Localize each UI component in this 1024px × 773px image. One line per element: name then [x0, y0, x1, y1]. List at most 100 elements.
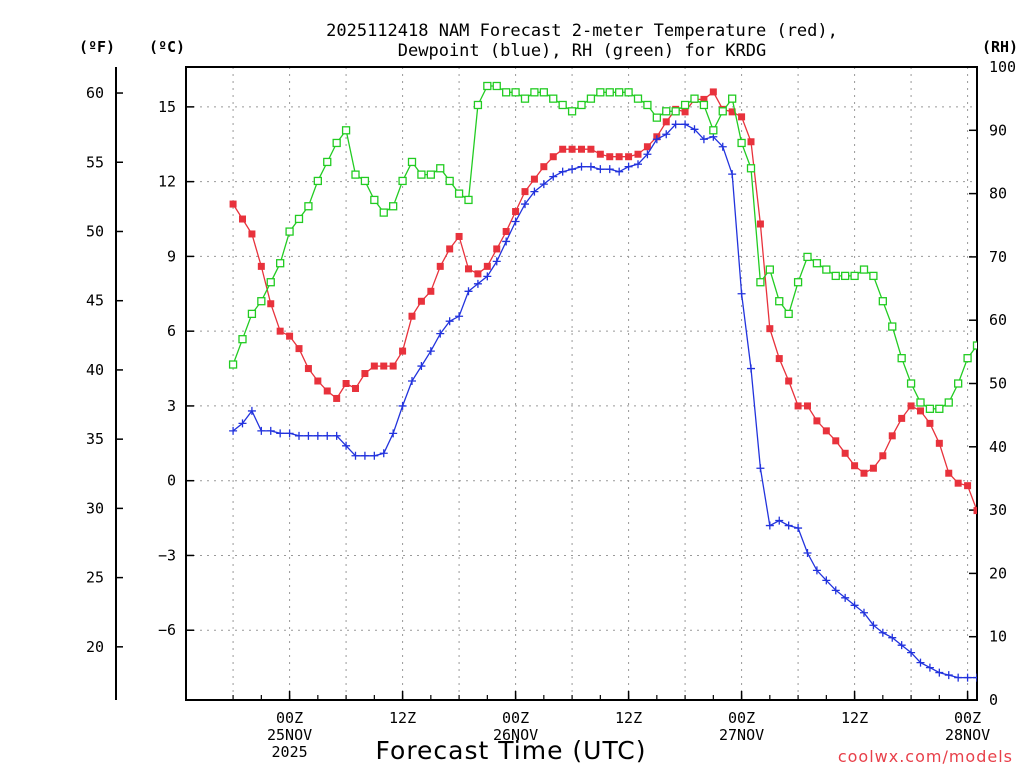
source-watermark: coolwx.com/models	[838, 747, 1013, 766]
dewpoint-point	[502, 237, 511, 246]
dewpoint-point	[473, 279, 482, 288]
rh-point	[803, 252, 812, 262]
rh-point	[756, 278, 765, 287]
rh-point	[323, 157, 332, 167]
dewpoint-point	[925, 663, 934, 672]
dewpoint-point	[765, 521, 774, 530]
rh-point	[454, 189, 464, 198]
dewpoint-point	[747, 364, 755, 373]
dewpoint-point	[295, 431, 303, 440]
fahrenheit-tick-label: 55	[86, 153, 104, 171]
rh-point	[313, 176, 322, 186]
temperature-point	[973, 507, 977, 515]
rh-point	[577, 100, 586, 110]
dewpoint-point	[1011, 656, 1019, 664]
temperature-point	[945, 469, 953, 477]
rh-point	[417, 170, 426, 179]
temperature-point	[709, 88, 717, 96]
rh-tick-label: 50	[989, 375, 1007, 393]
time-tick-label: 2025	[272, 743, 308, 761]
dewpoint-point	[229, 426, 238, 435]
time-tick-label: 00Z	[502, 709, 529, 727]
temperature-point	[493, 245, 501, 253]
fahrenheit-tick-label: 60	[86, 84, 104, 102]
temperature-point	[935, 439, 943, 447]
dewpoint-point	[558, 167, 567, 176]
rh-point	[341, 126, 351, 135]
dewpoint-point	[615, 167, 624, 176]
temperature-point	[662, 118, 670, 126]
temperature-point	[399, 347, 407, 355]
rh-point	[718, 107, 727, 116]
dewpoint-point	[643, 150, 652, 159]
temperature-point	[851, 462, 859, 470]
temperature-point	[728, 108, 736, 116]
temperature-point	[323, 387, 331, 395]
rh-point	[916, 398, 925, 407]
chart-title-line-2: Dewpoint (blue), RH (green) for KRDG	[398, 41, 766, 61]
dewpoint-point	[351, 451, 360, 460]
rh-point	[765, 265, 774, 274]
celsius-tick-label: 15	[158, 98, 176, 116]
temperature-point	[455, 232, 463, 240]
time-tick-label: 26NOV	[493, 726, 538, 744]
dewpoint-point	[728, 170, 737, 179]
rh-tick-label: 70	[989, 248, 1007, 266]
temperature-point	[559, 145, 567, 153]
temperature-point	[869, 464, 877, 472]
temperature-point	[389, 362, 397, 370]
dewpoint-point	[973, 673, 977, 682]
dewpoint-point	[850, 601, 859, 610]
dewpoint-point	[944, 671, 953, 680]
temperature-point	[540, 163, 548, 171]
rh-point	[436, 164, 445, 173]
temperature-point	[333, 394, 341, 402]
dewpoint-point	[539, 180, 548, 189]
temperature-point	[474, 270, 482, 278]
temperature-point	[813, 417, 821, 425]
temperature-point	[578, 145, 585, 153]
rh-point	[473, 100, 483, 110]
dewpoint-point	[690, 125, 699, 134]
fahrenheit-tick-label: 20	[86, 638, 104, 656]
rh-point	[257, 297, 266, 306]
rh-point	[633, 94, 643, 103]
dewpoint-point	[323, 431, 332, 440]
temperature-point	[530, 175, 538, 183]
rh-point	[304, 202, 313, 211]
dewpoint-point	[897, 641, 906, 650]
rh-unit-label: (RH)	[982, 38, 1018, 56]
rh-point	[709, 126, 718, 135]
dewpoint-point	[304, 431, 313, 440]
temperature-point	[804, 402, 811, 410]
rh-tick-label: 80	[989, 185, 1007, 203]
dewpoint-point	[360, 451, 369, 460]
dewpoint-point	[784, 521, 793, 530]
rh-point	[398, 176, 407, 186]
time-tick-label: 12Z	[615, 709, 642, 727]
rh-point	[483, 81, 492, 91]
rh-point	[407, 157, 417, 167]
dewpoint-point	[276, 429, 285, 438]
dewpoint-point	[285, 429, 294, 438]
rh-point	[906, 379, 916, 388]
temperature-point	[257, 262, 265, 270]
rh-point	[586, 94, 596, 103]
dewpoint-point	[935, 668, 944, 677]
temperature-point	[286, 332, 294, 340]
dewpoint-point	[822, 576, 831, 585]
dewpoint-point	[313, 431, 322, 440]
rh-point	[878, 297, 887, 306]
temperature-point	[361, 370, 369, 378]
temperature-point	[898, 414, 906, 422]
rh-point	[699, 100, 709, 110]
fahrenheit-tick-label: 30	[86, 499, 104, 517]
dewpoint-point	[992, 666, 1000, 674]
rh-tick-label: 60	[989, 311, 1007, 329]
dewpoint-point	[247, 406, 256, 415]
dewpoint-point	[483, 272, 492, 281]
rh-point	[426, 170, 435, 179]
rh-point	[247, 309, 257, 319]
celsius-tick-label: 3	[167, 397, 176, 415]
